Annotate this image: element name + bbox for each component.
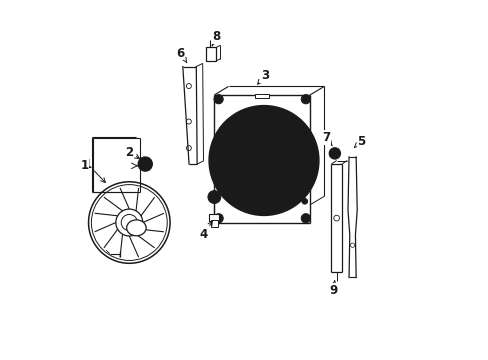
Text: 6: 6 <box>176 46 186 63</box>
Text: 2: 2 <box>125 146 139 159</box>
Circle shape <box>216 139 224 147</box>
Bar <box>205 48 216 61</box>
Bar <box>210 220 218 227</box>
Text: 3: 3 <box>257 69 268 84</box>
Text: 8: 8 <box>212 30 220 46</box>
Circle shape <box>207 191 220 203</box>
Ellipse shape <box>126 220 146 236</box>
Circle shape <box>217 182 224 189</box>
Circle shape <box>301 184 307 190</box>
Circle shape <box>138 157 152 171</box>
Circle shape <box>209 105 318 215</box>
Circle shape <box>214 214 223 223</box>
Bar <box>255 94 269 98</box>
Circle shape <box>301 95 310 104</box>
Text: 1: 1 <box>80 159 88 172</box>
Text: 9: 9 <box>328 280 337 297</box>
Circle shape <box>301 198 307 204</box>
Bar <box>209 215 219 221</box>
Circle shape <box>328 148 340 159</box>
Text: 4: 4 <box>199 221 212 242</box>
Text: 1: 1 <box>83 158 105 183</box>
Circle shape <box>301 214 310 223</box>
Circle shape <box>214 95 223 104</box>
Text: 5: 5 <box>354 135 365 148</box>
Text: 7: 7 <box>321 131 332 146</box>
